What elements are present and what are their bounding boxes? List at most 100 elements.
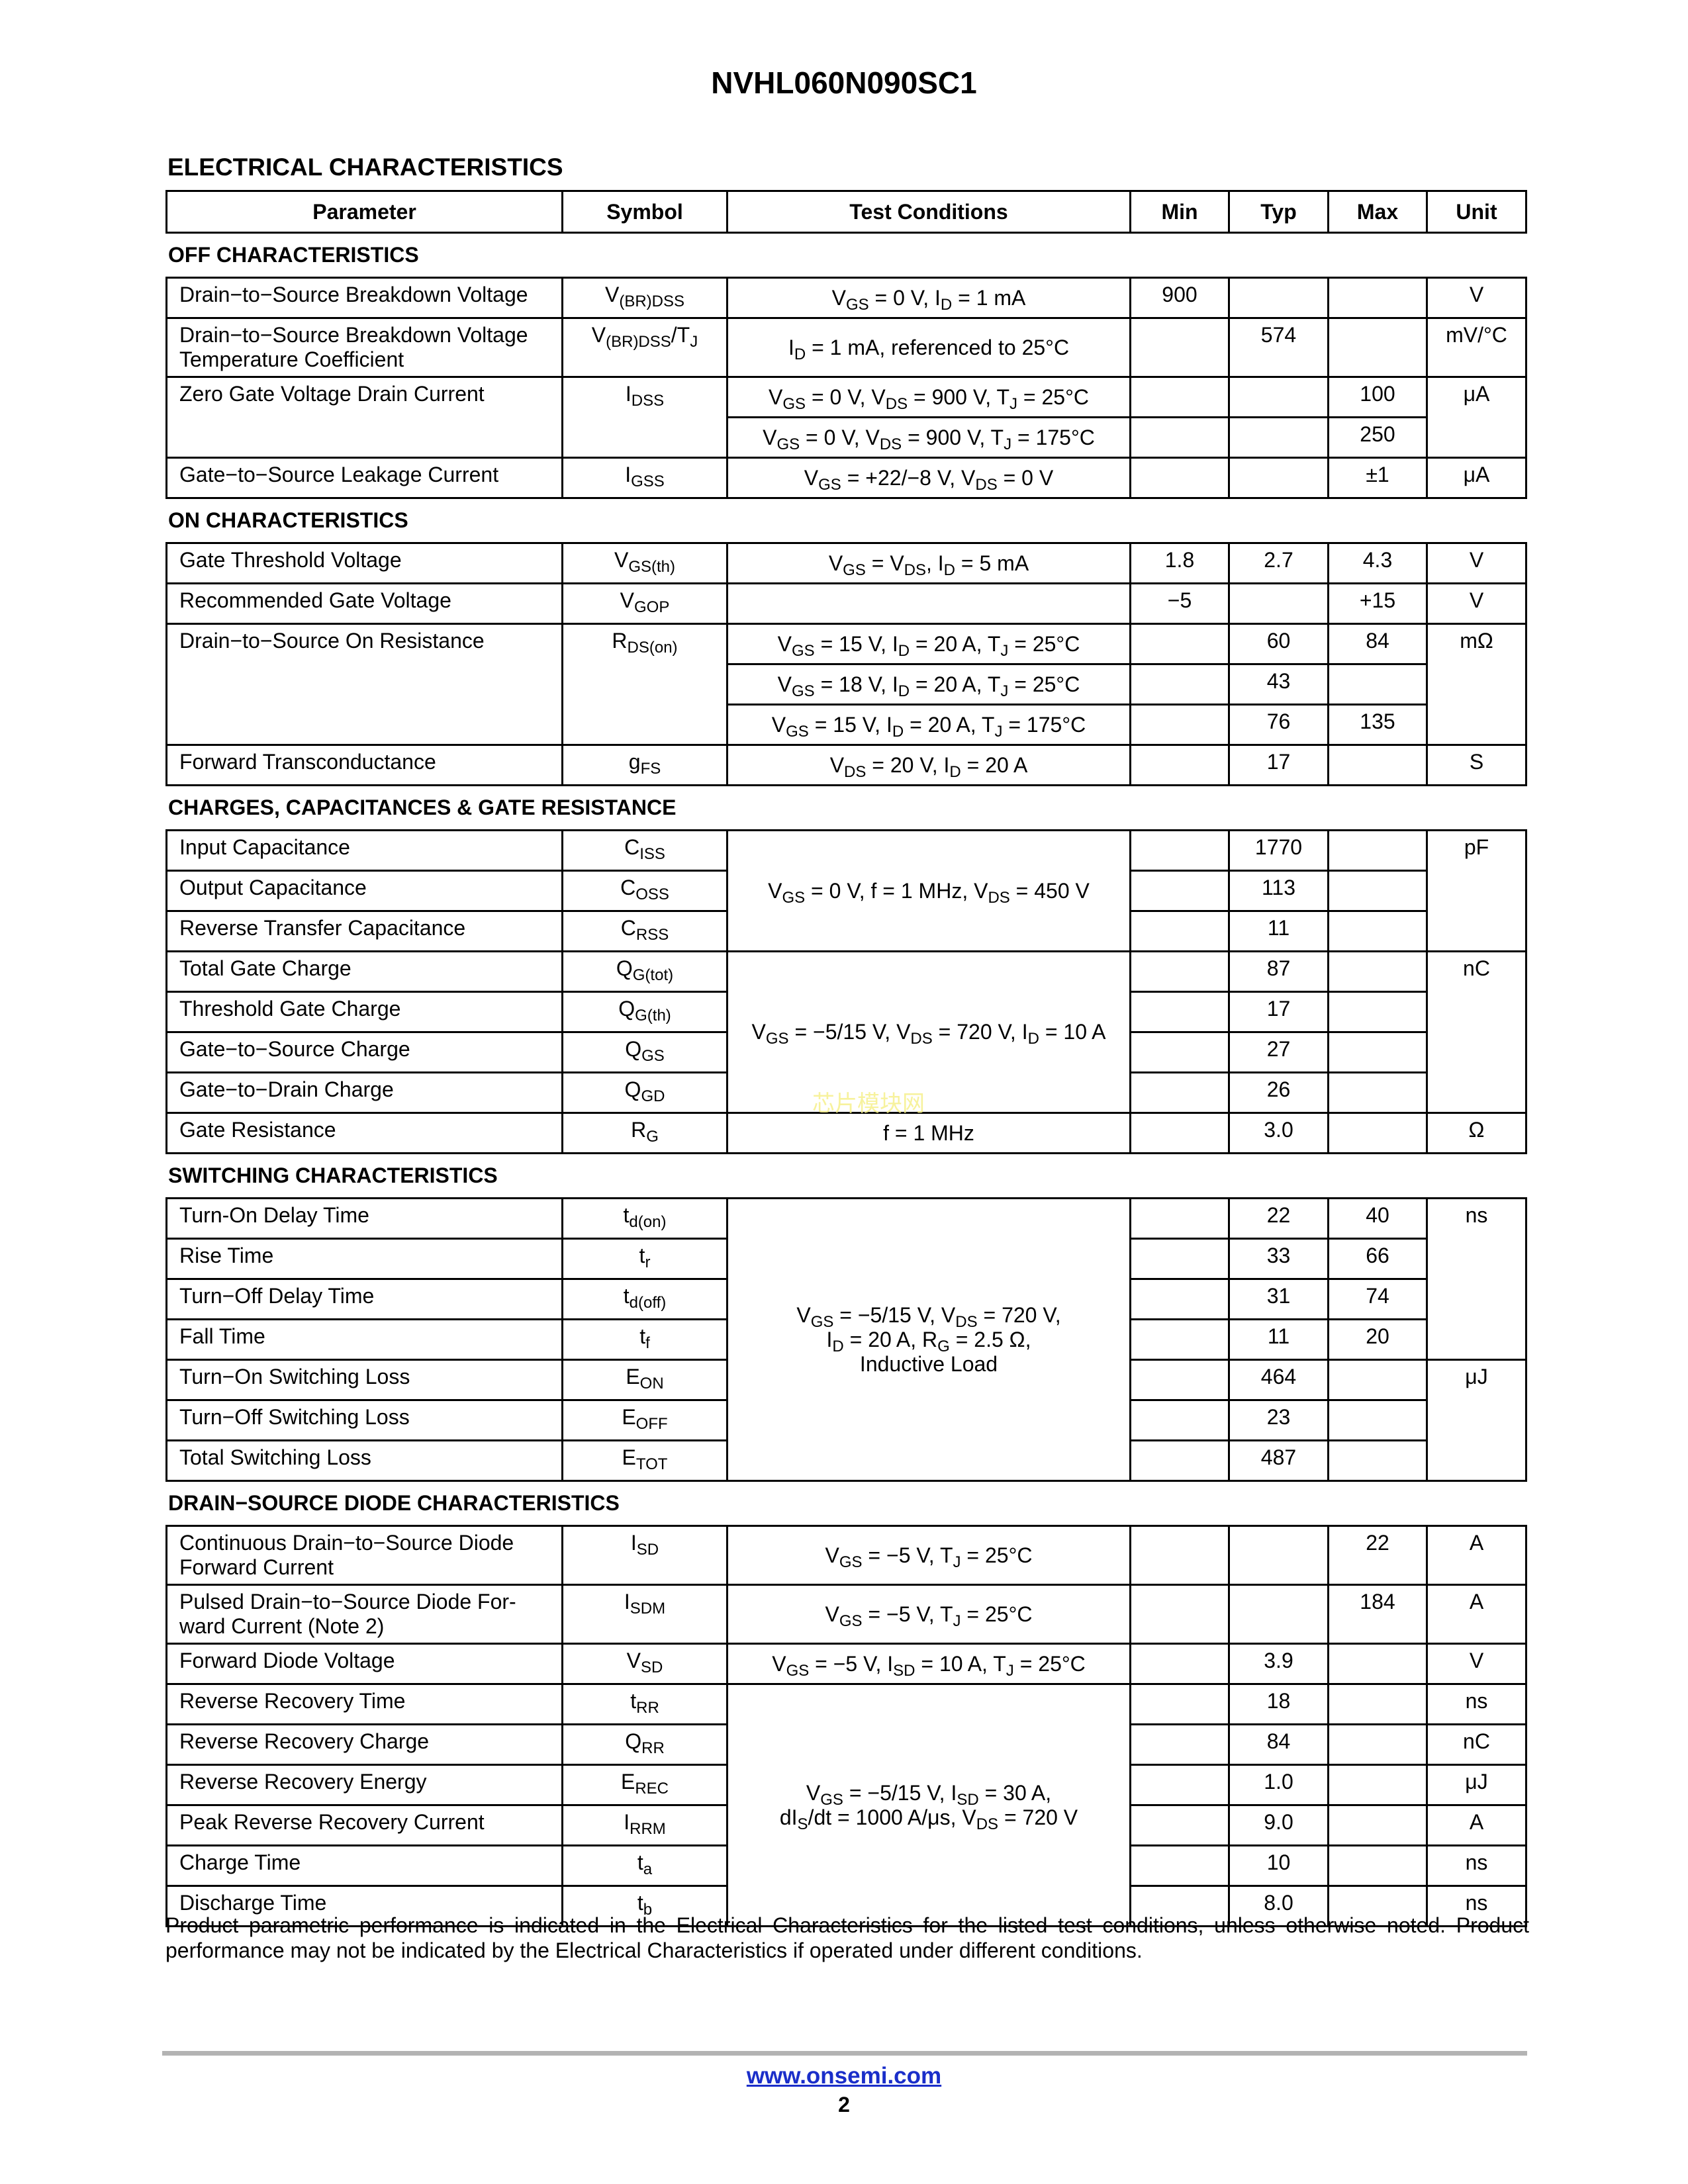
cell-typ: 23 — [1228, 1399, 1329, 1441]
cell-parameter: Drain−to−Source On Resistance — [165, 623, 563, 746]
cell-unit: pF — [1426, 829, 1527, 952]
cell-symbol: gFS — [561, 744, 728, 786]
table-row: VGS = 15 V, ID = 20 A, TJ = 175°C 76 135 — [167, 704, 1526, 746]
cell-test-conditions: VGS = −5/15 V, VDS = 720 V, ID = 10 A — [726, 950, 1131, 1114]
cell-symbol: IRRM — [561, 1804, 728, 1846]
cell-typ: 31 — [1228, 1278, 1329, 1320]
cell-max — [1327, 1031, 1428, 1073]
table-row: Total Switching Loss ETOT 487 — [165, 1439, 1526, 1482]
cell-unit: μJ — [1426, 1359, 1527, 1482]
cell-max — [1327, 1643, 1428, 1685]
table-row: Gate−to−Drain Charge QGD 26 — [165, 1071, 1526, 1114]
cell-test-conditions: VGS = −5 V, ISD = 10 A, TJ = 25°C — [726, 1643, 1131, 1685]
table-row: Drain−to−Source Breakdown Voltage Tempera… — [165, 317, 1527, 378]
table-row: Discharge Time tb 8.0 ns — [165, 1885, 1527, 1927]
page-title: NVHL060N090SC1 — [711, 66, 977, 100]
cell-max — [1327, 950, 1428, 993]
table-header: Parameter Symbol Test Conditions Min Typ Max U… — [165, 190, 1527, 234]
cell-min — [1129, 1071, 1230, 1114]
cell-symbol: CISS — [561, 829, 728, 872]
group-heading: SWITCHING CHARACTERISTICS — [168, 1163, 498, 1187]
cell-parameter: Rise Time — [165, 1238, 563, 1280]
cell-typ: 26 — [1228, 1071, 1329, 1114]
table-row: Drain−to−Source On Resistance RDS(on) VGS … — [165, 623, 1527, 746]
table-row: Forward Transconductance gFS VDS = 20 V, I… — [165, 744, 1527, 786]
cell-unit: S — [1426, 744, 1527, 786]
cell-parameter: Charge Time — [165, 1844, 563, 1887]
cell-parameter: Turn−On Switching Loss — [165, 1359, 563, 1401]
cell-max: ±1 — [1327, 457, 1428, 499]
table-row: Pulsed Drain−to−Source Diode For-ward Cu… — [165, 1584, 1527, 1645]
cell-max — [1327, 744, 1428, 786]
table-row: Continuous Drain−to−Source Diode Forward … — [165, 1525, 1527, 1586]
cell-unit: V — [1426, 1643, 1527, 1685]
cell-parameter: Discharge Time — [165, 1885, 563, 1927]
cell-min — [1129, 1584, 1230, 1645]
cell-max: 20 — [1327, 1318, 1428, 1361]
group-table: Drain−to−Source Breakdown Voltage V(BR)DS… — [165, 277, 1527, 499]
cell-parameter: Output Capacitance — [165, 870, 563, 912]
cell-parameter: Zero Gate Voltage Drain Current — [165, 376, 563, 459]
cell-min — [1129, 870, 1230, 912]
cell-unit: A — [1426, 1584, 1527, 1645]
column-header-typ: Typ — [1228, 190, 1329, 234]
cell-typ — [1228, 1584, 1329, 1645]
column-header-unit: Unit — [1426, 190, 1527, 234]
cell-symbol: QG(tot) — [561, 950, 728, 993]
cell-min — [1129, 1238, 1230, 1280]
table-row: Reverse Transfer Capacitance CRSS 11 — [165, 910, 1526, 952]
cell-max — [1327, 1439, 1428, 1482]
table-row: Threshold Gate Charge QG(th) 17 — [165, 991, 1526, 1033]
cell-symbol: QGS — [561, 1031, 728, 1073]
cell-parameter: Pulsed Drain−to−Source Diode For-ward Cu… — [165, 1584, 563, 1645]
cell-max: 184 — [1327, 1584, 1428, 1645]
cell-symbol: IDSS — [561, 376, 728, 459]
cell-unit: ns — [1426, 1683, 1527, 1725]
table-row: VGS = 18 V, ID = 20 A, TJ = 25°C 43 — [167, 663, 1526, 705]
cell-symbol: ISD — [561, 1525, 728, 1586]
cell-parameter: Gate−to−Source Leakage Current — [165, 457, 563, 499]
cell-max — [1327, 1723, 1428, 1766]
cell-parameter: Fall Time — [165, 1318, 563, 1361]
cell-max — [1327, 1071, 1428, 1114]
cell-test-conditions: VGS = −5 V, TJ = 25°C — [726, 1584, 1131, 1645]
cell-typ: 17 — [1228, 744, 1329, 786]
column-header-min: Min — [1129, 190, 1230, 234]
table-row: Peak Reverse Recovery Current IRRM 9.0 A — [165, 1804, 1527, 1846]
page-number: 2 — [838, 2093, 850, 2116]
group-heading: OFF CHARACTERISTICS — [168, 243, 419, 267]
cell-symbol: EON — [561, 1359, 728, 1401]
cell-test-conditions: VGS = 0 V, VDS = 900 V, TJ = 175°C — [726, 416, 1131, 459]
cell-symbol: tRR — [561, 1683, 728, 1725]
cell-unit: V — [1426, 582, 1527, 625]
cell-parameter: Reverse Recovery Energy — [165, 1764, 563, 1806]
watermark: 芯片模块网 — [812, 1091, 925, 1116]
table-row: Total Gate Charge QG(tot) VGS = −5/15 V, V… — [165, 950, 1527, 1114]
cell-parameter: Input Capacitance — [165, 829, 563, 872]
cell-symbol: td(on) — [561, 1197, 728, 1240]
cell-min: 900 — [1129, 277, 1230, 319]
cell-test-conditions: VGS = 15 V, ID = 20 A, TJ = 25°C — [726, 623, 1131, 665]
cell-min — [1129, 623, 1230, 665]
cell-unit: V — [1426, 277, 1527, 319]
cell-parameter: Drain−to−Source Breakdown Voltage Tempera… — [165, 317, 563, 378]
cell-min — [1129, 1683, 1230, 1725]
website-link[interactable]: www.onsemi.com — [746, 2063, 942, 2089]
cell-max: 4.3 — [1327, 542, 1428, 584]
cell-symbol: tb — [561, 1885, 728, 1927]
cell-typ: 8.0 — [1228, 1885, 1329, 1927]
cell-unit: A — [1426, 1804, 1527, 1846]
cell-test-conditions: VGS = 15 V, ID = 20 A, TJ = 175°C — [726, 704, 1131, 746]
cell-min — [1129, 317, 1230, 378]
cell-min — [1129, 1844, 1230, 1887]
cell-min — [1129, 1525, 1230, 1586]
cell-test-conditions: VGS = −5/15 V, VDS = 720 V, ID = 20 A, RG… — [726, 1197, 1131, 1482]
cell-parameter: Threshold Gate Charge — [165, 991, 563, 1033]
table-row: Reverse Recovery Energy EREC 1.0 μJ — [165, 1764, 1527, 1806]
cell-min — [1129, 1359, 1230, 1401]
cell-typ: 17 — [1228, 991, 1329, 1033]
cell-parameter: Turn-On Delay Time — [165, 1197, 563, 1240]
column-header-max: Max — [1327, 190, 1428, 234]
cell-max — [1327, 317, 1428, 378]
cell-max — [1327, 1764, 1428, 1806]
